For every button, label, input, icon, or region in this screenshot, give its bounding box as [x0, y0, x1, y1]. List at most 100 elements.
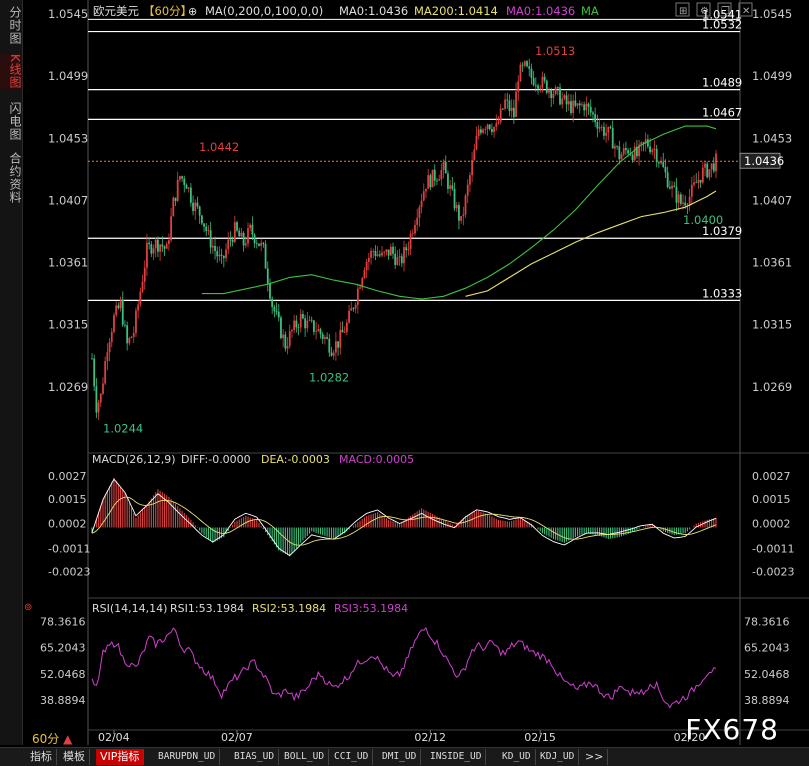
candlesticks [91, 58, 717, 420]
candle-body [115, 305, 118, 316]
plus-circle-icon[interactable]: ⊕ [188, 5, 197, 18]
candle-body [198, 206, 201, 216]
candle-body [91, 358, 93, 360]
candle-body [299, 313, 302, 328]
candle-body [436, 180, 438, 182]
rsi-tick-left: 52.0468 [40, 668, 86, 681]
candle-body [596, 122, 599, 129]
indicator-tab-10[interactable]: KDJ_UD [536, 749, 580, 765]
candle-body [528, 66, 531, 69]
candle-body [370, 250, 372, 258]
candle-body [157, 239, 159, 252]
candle-body [367, 257, 370, 262]
grid-icon[interactable] [675, 2, 690, 17]
indicator-tab-8[interactable]: INSIDE_UD [426, 749, 487, 765]
period-selector[interactable]: 60分 ▲ [32, 732, 73, 746]
candle-body [499, 108, 502, 123]
candle-body [655, 148, 658, 163]
restore-icon[interactable] [717, 2, 732, 17]
indicator-tab-7[interactable]: DMI_UD [378, 749, 422, 765]
candle-body [550, 89, 553, 99]
candle-body [317, 329, 320, 332]
macd-tick-right: 0.0027 [752, 470, 791, 483]
macd-value: MACD:0.0005 [339, 453, 414, 466]
candle-body [372, 250, 375, 252]
indicator-tab-0[interactable]: 指标 [26, 749, 57, 765]
close-icon[interactable] [738, 2, 753, 17]
tab-contract-info[interactable]: 合约资料 [8, 152, 22, 204]
indicator-tab-5[interactable]: BOLL_UD [280, 749, 330, 765]
candle-body [488, 124, 491, 129]
candle-body [554, 87, 557, 94]
candle-body [247, 228, 249, 244]
candle-body [273, 306, 276, 312]
candle-body [638, 144, 640, 157]
candle-body [264, 243, 267, 269]
candle-body [581, 104, 583, 106]
candle-body [515, 91, 517, 117]
candle-body [642, 142, 645, 144]
candle-body [286, 345, 289, 349]
candle-body [392, 246, 394, 254]
chart-canvas: 欧元美元 【60分】 ⊕ MA(0,200,0,100,0,0) MA0:1.0… [24, 0, 809, 745]
candle-body [501, 108, 504, 110]
candle-body [284, 334, 287, 349]
candle-body [113, 315, 115, 332]
ma-label: MA [581, 4, 599, 18]
indicator-tab-11[interactable]: >> [581, 749, 609, 765]
candle-body [381, 252, 383, 256]
candle-body [473, 149, 476, 161]
indicator-tab-3[interactable]: BARUPDN_UD [154, 749, 221, 765]
candle-body [625, 148, 627, 151]
candle-body [618, 146, 621, 160]
candle-body [405, 247, 408, 251]
macd-tick-left: 0.0027 [48, 470, 87, 483]
annotation-high: 1.0513 [535, 44, 575, 58]
candle-body [592, 112, 594, 115]
candle-body [646, 139, 649, 147]
indicator-tab-6[interactable]: CCI_UD [330, 749, 374, 765]
candle-body [418, 207, 421, 218]
alarm-icon[interactable]: ⊚ [24, 602, 32, 613]
candle-body [313, 320, 315, 332]
candle-body [242, 232, 245, 246]
candle-body [394, 253, 397, 265]
candle-body [95, 386, 98, 413]
candle-body [231, 240, 234, 242]
macd-histogram [91, 477, 717, 557]
rsi-tick-right: 65.2043 [744, 642, 790, 655]
tab-lightning[interactable]: 闪电图 [8, 102, 22, 141]
indicator-tab-1[interactable]: 模板 [59, 749, 90, 765]
indicator-tab-4[interactable]: BIAS_UD [230, 749, 280, 765]
candle-body [194, 202, 197, 212]
hline-label: 1.0467 [702, 105, 742, 119]
candle-body [701, 167, 704, 183]
tab-kline[interactable]: K线图 [0, 54, 22, 89]
candle-body [310, 319, 313, 321]
price-axis: 1.0545 1.0499 1.0453 1.0407 1.0361 1.0315 1.02… [48, 7, 792, 394]
candle-body [585, 103, 588, 111]
candle-body [517, 81, 520, 92]
candle-body [600, 126, 603, 128]
candle-body [337, 341, 339, 348]
rsi2-value: RSI2:53.1984 [252, 602, 326, 615]
price-tick-left: 1.0269 [48, 380, 88, 394]
settings-icon[interactable] [696, 2, 711, 17]
candle-body [433, 169, 436, 181]
candle-body [249, 224, 252, 229]
candle-body [150, 244, 153, 254]
ma0-pink-value: MA0:1.0436 [506, 4, 575, 18]
candle-body [139, 291, 142, 305]
candle-body [519, 64, 522, 82]
candle-body [671, 185, 673, 189]
candle-body [132, 332, 135, 337]
macd-tick-right: 0.0002 [752, 518, 791, 531]
rsi-line [91, 626, 717, 709]
tab-timeshare[interactable]: 分时图 [8, 6, 22, 45]
candle-body [93, 358, 96, 387]
svg-text:⊞: ⊞ [679, 6, 687, 17]
candle-body [128, 337, 131, 344]
indicator-tab-2[interactable]: VIP指标 [96, 749, 145, 765]
indicator-tab-9[interactable]: KD_UD [498, 749, 536, 765]
candle-body [605, 132, 608, 136]
